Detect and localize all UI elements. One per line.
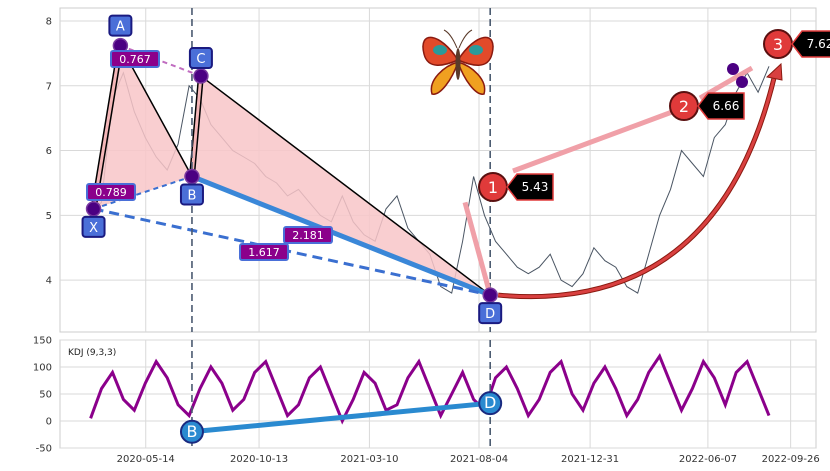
x-tick-label: 2021-03-10	[340, 454, 398, 465]
price-y-tick: 6	[46, 146, 52, 157]
kdj-series	[89, 353, 771, 425]
butterfly-icon	[422, 29, 494, 95]
kdj-point-label: D	[484, 393, 496, 412]
point-label: X	[89, 221, 98, 236]
kdj-y-tick: -50	[36, 444, 52, 455]
ratio-value: 2.181	[292, 229, 324, 242]
point-label-box	[81, 215, 106, 238]
x-tick-label: 2022-06-07	[679, 454, 737, 465]
x-tick-label: 2020-05-14	[117, 454, 175, 465]
price-y-tick: 4	[46, 276, 52, 287]
point-label-box	[108, 14, 133, 37]
point-label-box	[478, 302, 503, 325]
pattern-point	[482, 287, 498, 303]
pattern-point	[184, 168, 200, 185]
kdj-y-tick: 50	[39, 390, 52, 401]
target-value: 5.43	[522, 180, 549, 194]
kdj-y-tick: 100	[33, 363, 52, 374]
x-tick-label: 2020-10-13	[230, 454, 288, 465]
ratio-value: 0.767	[119, 53, 151, 66]
x-axis-ticks: 2020-05-14 2020-10-13 2021-03-10 2021-08-04…	[117, 454, 820, 465]
kdj-line	[89, 353, 771, 425]
ratio-value: 1.617	[248, 246, 280, 259]
point-label: C	[196, 52, 205, 67]
projection-line-2	[512, 109, 673, 174]
price-y-tick: 5	[46, 211, 52, 222]
projection-arc	[498, 73, 777, 299]
kdj-y-tick: 0	[46, 417, 52, 428]
harmonic-pattern	[90, 44, 492, 298]
pattern-point	[193, 68, 209, 84]
kdj-points: BD	[179, 391, 503, 444]
target-value-box	[791, 30, 830, 58]
point-label: A	[116, 20, 125, 35]
ratio-line-xd	[93, 207, 491, 297]
target-value: 6.66	[713, 99, 740, 113]
pattern-point	[85, 201, 102, 217]
pattern-point-labels: X A B C D	[81, 14, 503, 325]
point-label-box	[188, 47, 213, 70]
xab-triangle	[93, 45, 192, 209]
price-vlines	[191, 8, 491, 332]
kdj-title: KDJ (9,3,3)	[68, 348, 116, 358]
kdj-point-label: B	[186, 422, 197, 441]
target-value: 7.62	[807, 37, 830, 51]
point-label-box	[179, 183, 204, 206]
ratio-value: 0.789	[95, 186, 127, 199]
price-y-ticks: 4 5 6 7 8	[46, 16, 52, 286]
price-y-tick: 7	[46, 81, 52, 92]
projection-line-1	[462, 201, 493, 296]
point-label: D	[485, 307, 495, 322]
kdj-point-badge	[179, 419, 204, 444]
target-value-box	[697, 92, 745, 120]
ratio-box	[283, 226, 333, 244]
target-value-box	[506, 173, 554, 201]
ratio-labels: 0.767 0.789 2.181 1.617	[86, 50, 333, 261]
recent-point	[736, 76, 748, 88]
ratio-line-bd	[191, 174, 492, 298]
projection-arrowhead	[765, 62, 783, 81]
recent-point	[727, 63, 739, 75]
x-tick-label: 2022-09-26	[762, 454, 820, 465]
ratio-box	[86, 183, 136, 201]
x-tick-label: 2021-12-31	[561, 454, 619, 465]
leg-xa	[92, 45, 122, 210]
kdj-y-ticks: -50 0 50 100 150	[33, 336, 52, 455]
leg-bc	[190, 75, 203, 177]
kdj-y-tick: 150	[33, 336, 52, 347]
target-label: 3	[773, 35, 783, 54]
kdj-point-badge	[478, 391, 503, 416]
ratio-box	[239, 243, 289, 261]
ratio-box	[110, 50, 160, 68]
projection-targets: 1 5.43 2 6.66 3 7.62	[462, 29, 830, 300]
x-tick-label: 2021-08-04	[450, 454, 508, 465]
point-label: B	[188, 188, 197, 203]
bcd-triangle	[191, 76, 491, 296]
target-label: 1	[488, 178, 498, 197]
price-y-tick: 8	[46, 16, 52, 27]
price-panel: 4 5 6 7 8 1 5.43 2 6.66 3 7.62 X A B C D 0.767 0.789 2.…	[46, 7, 830, 333]
leg-cd	[200, 75, 491, 296]
kdj-divergence-line	[191, 400, 491, 435]
target-label: 2	[679, 97, 689, 116]
